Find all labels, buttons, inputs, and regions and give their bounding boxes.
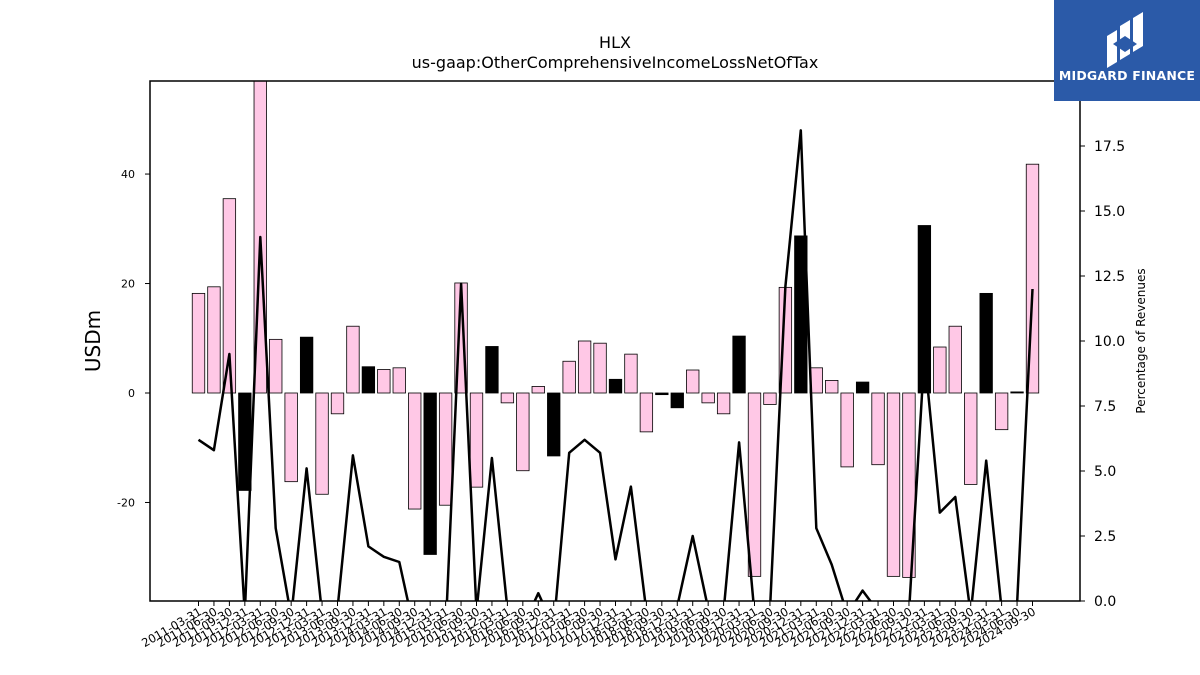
bar-2018-12-31 bbox=[670, 392, 684, 409]
bar-2012-12-31 bbox=[299, 336, 314, 394]
bar-2024-03-31 bbox=[994, 392, 1009, 431]
y2-tick-label: 10.0 bbox=[1094, 334, 1125, 350]
bar-2015-09-30 bbox=[469, 392, 484, 488]
y2-tick-label: 5.0 bbox=[1094, 464, 1116, 480]
bar-2011-12-31 bbox=[238, 392, 252, 491]
y-tick-label: 20 bbox=[121, 278, 135, 291]
bar-2013-03-31 bbox=[315, 392, 329, 495]
bar-2019-12-31 bbox=[732, 335, 746, 394]
chart-title: HLX bbox=[599, 33, 631, 52]
bar-2013-09-30 bbox=[346, 325, 360, 394]
bar-2023-09-30 bbox=[964, 392, 978, 485]
bar-2020-06-30 bbox=[763, 392, 777, 405]
y-axis-right: 0.0 2.5 5.0 7.5 10.0 12.5 15.0 17.5 bbox=[1080, 139, 1125, 610]
bar-2022-09-30 bbox=[902, 392, 916, 578]
bar-2014-03-31 bbox=[377, 369, 391, 394]
bar-2016-03-31 bbox=[500, 392, 515, 404]
y2-tick-label: 7.5 bbox=[1094, 399, 1116, 415]
y-axis-left: -20 0 20 40 bbox=[117, 168, 150, 509]
bar-2014-06-30 bbox=[392, 367, 406, 394]
line-series bbox=[197, 129, 1034, 601]
bar-2022-03-31 bbox=[871, 392, 885, 466]
bar-2019-09-30 bbox=[716, 392, 731, 415]
y-axis-label: USDm bbox=[81, 310, 105, 372]
bar-2013-06-30 bbox=[330, 392, 345, 415]
bar-2023-03-31 bbox=[933, 346, 947, 394]
bar-2020-03-31 bbox=[747, 392, 762, 577]
bar-2021-06-30 bbox=[825, 380, 839, 394]
y-tick-label: -20 bbox=[117, 496, 135, 509]
bar-series bbox=[191, 80, 1040, 578]
bar-2022-12-31 bbox=[917, 225, 932, 394]
y2-tick-label: 2.5 bbox=[1094, 529, 1116, 545]
y-tick-label: 0 bbox=[128, 387, 135, 400]
bar-2023-12-31 bbox=[979, 292, 993, 394]
bar-2024-06-30 bbox=[1010, 391, 1024, 394]
revenue-percentage-line bbox=[197, 129, 1034, 601]
bar-2014-12-31 bbox=[423, 392, 437, 555]
bar-2017-06-30 bbox=[577, 340, 592, 394]
midgard-m-logo-icon bbox=[1107, 12, 1143, 68]
bar-2018-06-30 bbox=[639, 392, 654, 433]
bar-2015-12-31 bbox=[485, 346, 499, 394]
chart-subtitle: us-gaap:OtherComprehensiveIncomeLossNetO… bbox=[411, 53, 819, 72]
plot-frame bbox=[149, 80, 1081, 602]
y2-tick-label: 0.0 bbox=[1094, 594, 1116, 610]
bar-2017-12-31 bbox=[608, 378, 623, 394]
y-tick-label: 40 bbox=[121, 168, 135, 181]
bar-2016-12-31 bbox=[547, 392, 561, 457]
y2-tick-label: 17.5 bbox=[1094, 139, 1125, 155]
x-axis: 2011-03-312011-06-302011-09-302011-12-31… bbox=[139, 601, 1038, 650]
bar-2018-03-31 bbox=[624, 353, 638, 394]
y2-tick-label: 12.5 bbox=[1094, 269, 1125, 285]
logo-badge: MIDGARD FINANCE bbox=[1054, 0, 1200, 101]
bar-2013-12-31 bbox=[361, 366, 376, 394]
bar-2021-09-30 bbox=[840, 392, 854, 468]
bar-2012-09-30 bbox=[284, 392, 298, 483]
bar-2021-12-31 bbox=[855, 381, 870, 394]
bar-2017-09-30 bbox=[593, 342, 607, 394]
bar-2022-06-30 bbox=[886, 392, 901, 577]
bar-2017-03-31 bbox=[562, 360, 576, 394]
bar-2023-06-30 bbox=[948, 325, 962, 394]
bar-2012-06-30 bbox=[269, 338, 283, 394]
bar-2014-09-30 bbox=[408, 392, 422, 510]
y2-tick-label: 15.0 bbox=[1094, 204, 1125, 220]
bar-2018-09-30 bbox=[655, 392, 669, 396]
bar-2011-09-30 bbox=[222, 198, 237, 394]
bar-2011-03-31 bbox=[191, 292, 206, 394]
bar-2011-06-30 bbox=[207, 286, 221, 394]
bar-2016-09-30 bbox=[531, 386, 545, 394]
bar-2016-06-30 bbox=[516, 392, 530, 472]
bar-2015-03-31 bbox=[438, 392, 453, 506]
y2-axis-label: Percentage of Revenues bbox=[1134, 268, 1148, 413]
logo-text: MIDGARD FINANCE bbox=[1058, 68, 1196, 83]
bar-2019-06-30 bbox=[701, 392, 715, 404]
bar-2019-03-31 bbox=[686, 369, 700, 394]
